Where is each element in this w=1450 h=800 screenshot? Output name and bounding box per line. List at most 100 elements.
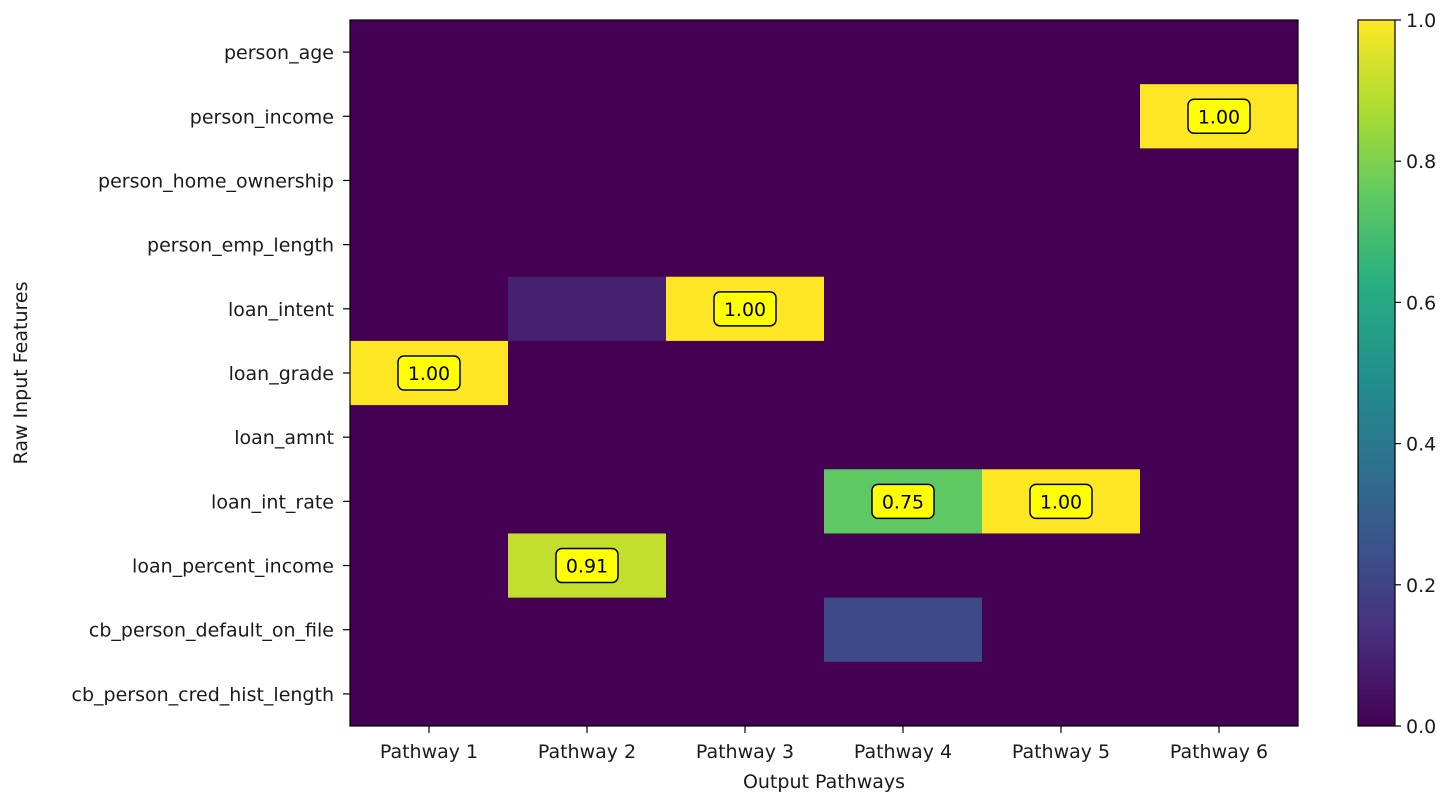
heatmap-cell [508,469,667,534]
y-tick-label: loan_amnt [234,427,334,449]
cell-annotations: 1.00 1.00 1.00 0.75 1.00 0.91 [397,98,1251,584]
heatmap-cell [824,276,983,342]
colorbar-frame [1357,19,1396,727]
heatmap-cell [350,597,509,663]
annotation-box [397,355,461,391]
cell-annotation: 0.75 [871,483,935,520]
heatmap-cell [508,405,667,470]
heatmap-cell [350,405,509,470]
y-tick-label: cb_person_cred_hist_length [72,684,334,706]
heatmap-cell [350,148,509,214]
heatmap-cell [824,661,983,727]
heatmap-cell [824,212,983,278]
heatmap-cell [350,84,509,149]
heatmap-cell [350,469,509,534]
heatmap-cell [982,276,1141,342]
annotation-box [555,547,619,584]
heatmap-cell [350,20,509,85]
heatmap-cell [508,276,667,342]
heatmap-cell [1140,148,1299,214]
heatmap-cell [982,661,1141,727]
heatmap-cell [982,597,1141,663]
annotation-label: 1.00 [1198,106,1240,128]
heatmap-cell [1140,276,1299,342]
y-tick-label: loan_intent [228,299,334,321]
colorbar-tick-label: 0.0 [1406,716,1436,738]
heatmap-cell [824,533,983,599]
annotation-box [1187,98,1251,135]
heatmap-cell [982,533,1141,599]
cell-annotation: 1.00 [713,291,777,327]
colorbar: 0.0 0.2 0.4 0.6 0.8 1.0 [1357,10,1436,738]
heatmap-cell [350,212,509,278]
annotation-label: 0.91 [566,556,608,578]
colorbar-gradient [1358,20,1395,726]
colorbar-tick-label: 0.8 [1406,151,1436,173]
y-tick-label: loan_int_rate [211,491,334,513]
colorbar-tick-label: 1.0 [1406,10,1436,32]
x-tick-label: Pathway 2 [538,741,636,763]
x-tick-label: Pathway 4 [854,741,952,763]
heatmap-cell [1140,405,1299,470]
cell-annotation: 1.00 [1029,483,1093,520]
heatmap-cell [982,212,1141,278]
cell-annotation: 1.00 [397,355,461,391]
x-tick-label: Pathway 5 [1012,741,1110,763]
annotation-label: 1.00 [724,299,766,321]
heatmap-cell [350,661,509,727]
heatmap-cell [982,84,1141,149]
x-tick-label: Pathway 1 [380,741,478,763]
heatmap-cell [508,340,667,406]
heatmap-cell [824,20,983,85]
heatmap-cell [1140,20,1299,85]
annotation-label: 1.00 [1040,491,1082,513]
heatmap-cell [824,405,983,470]
heatmap-cell [666,533,825,599]
y-tick-label: person_home_ownership [98,170,334,192]
heatmap-cell [824,84,983,149]
cell-annotation: 1.00 [1187,98,1251,135]
annotation-label: 1.00 [408,363,450,385]
heatmap-cell [350,533,509,599]
heatmap-cell [666,597,825,663]
x-axis-title: Output Pathways [743,771,905,793]
heatmap-cell [666,212,825,278]
annotation-box [1029,483,1093,520]
y-tick-label: cb_person_default_on_file [89,620,334,642]
annotation-box [871,483,935,520]
heatmap-cell [824,340,983,406]
heatmap-cell [350,276,509,342]
heatmap-cell [508,661,667,727]
heatmap-cell [982,340,1141,406]
x-tick-label: Pathway 3 [696,741,794,763]
x-tick-label: Pathway 6 [1170,741,1268,763]
colorbar-tick-label: 0.2 [1406,575,1436,597]
heatmap-cell [1140,340,1299,406]
y-tick-label: person_emp_length [147,235,334,257]
heatmap-cell [508,212,667,278]
heatmap-cell [982,405,1141,470]
cell-annotation: 0.91 [555,547,619,584]
x-axis: Pathway 1 Pathway 2 Pathway 3 Pathway 4 Path… [380,726,1268,763]
heatmap-cell [1140,661,1299,727]
heatmap-cell [666,405,825,470]
heatmap-cells [350,20,1299,727]
heatmap-cell [982,148,1141,214]
annotation-label: 0.75 [882,491,924,513]
heatmap-cell [666,20,825,85]
heatmap-cell [1140,597,1299,663]
colorbar-tick-label: 0.6 [1406,292,1436,314]
heatmap-cell [666,84,825,149]
y-tick-label: loan_grade [229,363,334,385]
heatmap-cell [824,148,983,214]
heatmap-cell [666,148,825,214]
annotation-box [713,291,777,327]
heatmap-cell [1140,469,1299,534]
heatmap-cell [666,340,825,406]
heatmap-cell [982,20,1141,85]
heatmap-cell [824,597,983,663]
y-tick-label: loan_percent_income [132,556,334,578]
heatmap-cell [666,661,825,727]
colorbar-tick-label: 0.4 [1406,434,1436,456]
heatmap-cell [1140,533,1299,599]
